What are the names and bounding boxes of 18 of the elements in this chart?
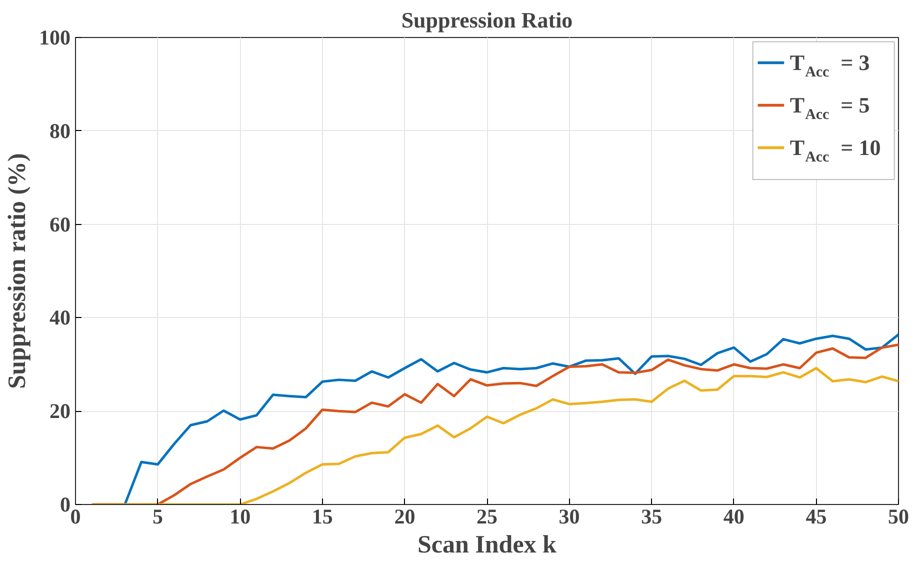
chart-title: Suppression Ratio [401,8,573,32]
x-tick-label: 35 [641,504,662,528]
x-axis-title: Scan Index k [418,532,557,558]
x-tick-label: 5 [152,504,164,528]
y-axis-title: Suppression ratio (%) [4,153,31,389]
y-tick-label: 40 [50,306,70,330]
x-tick-label: 40 [723,504,744,528]
x-tick-label: 20 [394,504,416,528]
x-tick-label: 10 [230,504,251,528]
y-tick-label: 60 [50,212,70,236]
y-tick-label: 100 [39,26,70,50]
y-tick-label: 20 [50,399,70,424]
y-tick-label: 80 [50,118,70,143]
x-tick-label: 15 [312,504,333,528]
x-tick-label: 30 [558,504,580,528]
x-tick-label: 50 [888,504,909,528]
x-tick-label: 45 [806,504,827,528]
x-tick-label: 25 [476,504,498,528]
